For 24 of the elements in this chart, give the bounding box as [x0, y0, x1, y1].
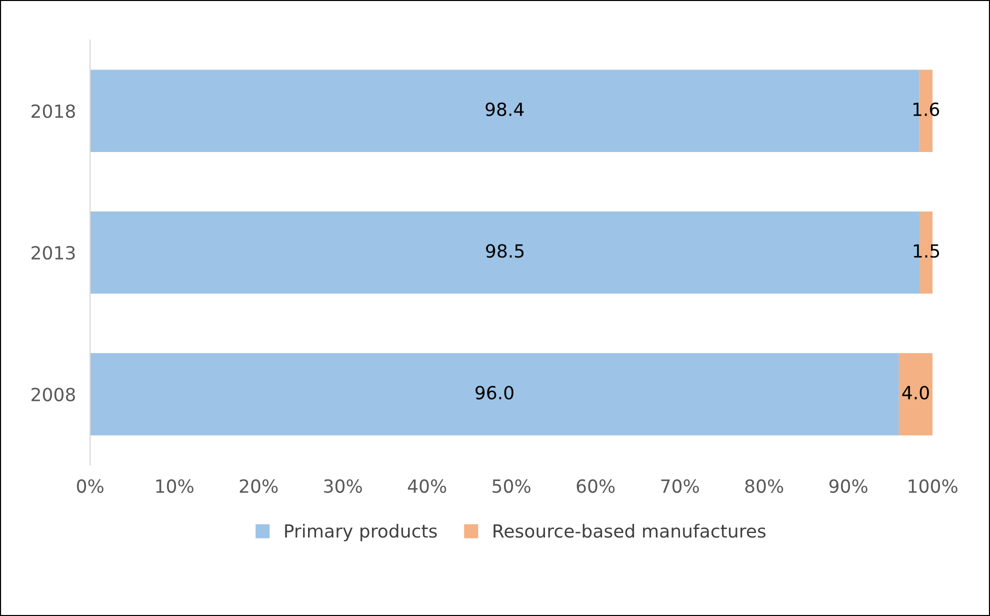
bar [898, 353, 933, 436]
x-tick-label: 80% [745, 479, 784, 493]
x-tick-label: 70% [661, 479, 699, 493]
x-tick-label: 10% [156, 479, 194, 493]
data-label: 98.5 [486, 244, 524, 258]
x-tick-label: 50% [492, 479, 530, 493]
x-tick-label: 40% [408, 479, 446, 493]
x-tick-label: 30% [324, 479, 362, 493]
data-label: 1.6 [913, 102, 940, 116]
data-label: 96.0 [476, 386, 514, 400]
x-tick-label: 20% [240, 479, 278, 493]
x-tick-label: 0% [76, 479, 104, 493]
x-tick-label: 60% [576, 479, 615, 493]
data-label: 4.0 [902, 386, 929, 400]
y-tick-label: 2008 [32, 388, 75, 402]
legend-label: Resource-based manufactures [494, 524, 766, 538]
x-tick-label: 100% [908, 479, 958, 493]
data-label: 1.5 [914, 244, 940, 258]
y-tick-label: 2013 [32, 246, 75, 260]
legend-label: Primary products [285, 524, 437, 542]
data-label: 98.4 [486, 102, 524, 116]
bar [90, 353, 899, 436]
x-tick-label: 90% [829, 479, 868, 493]
y-tick-label: 2018 [32, 104, 75, 118]
